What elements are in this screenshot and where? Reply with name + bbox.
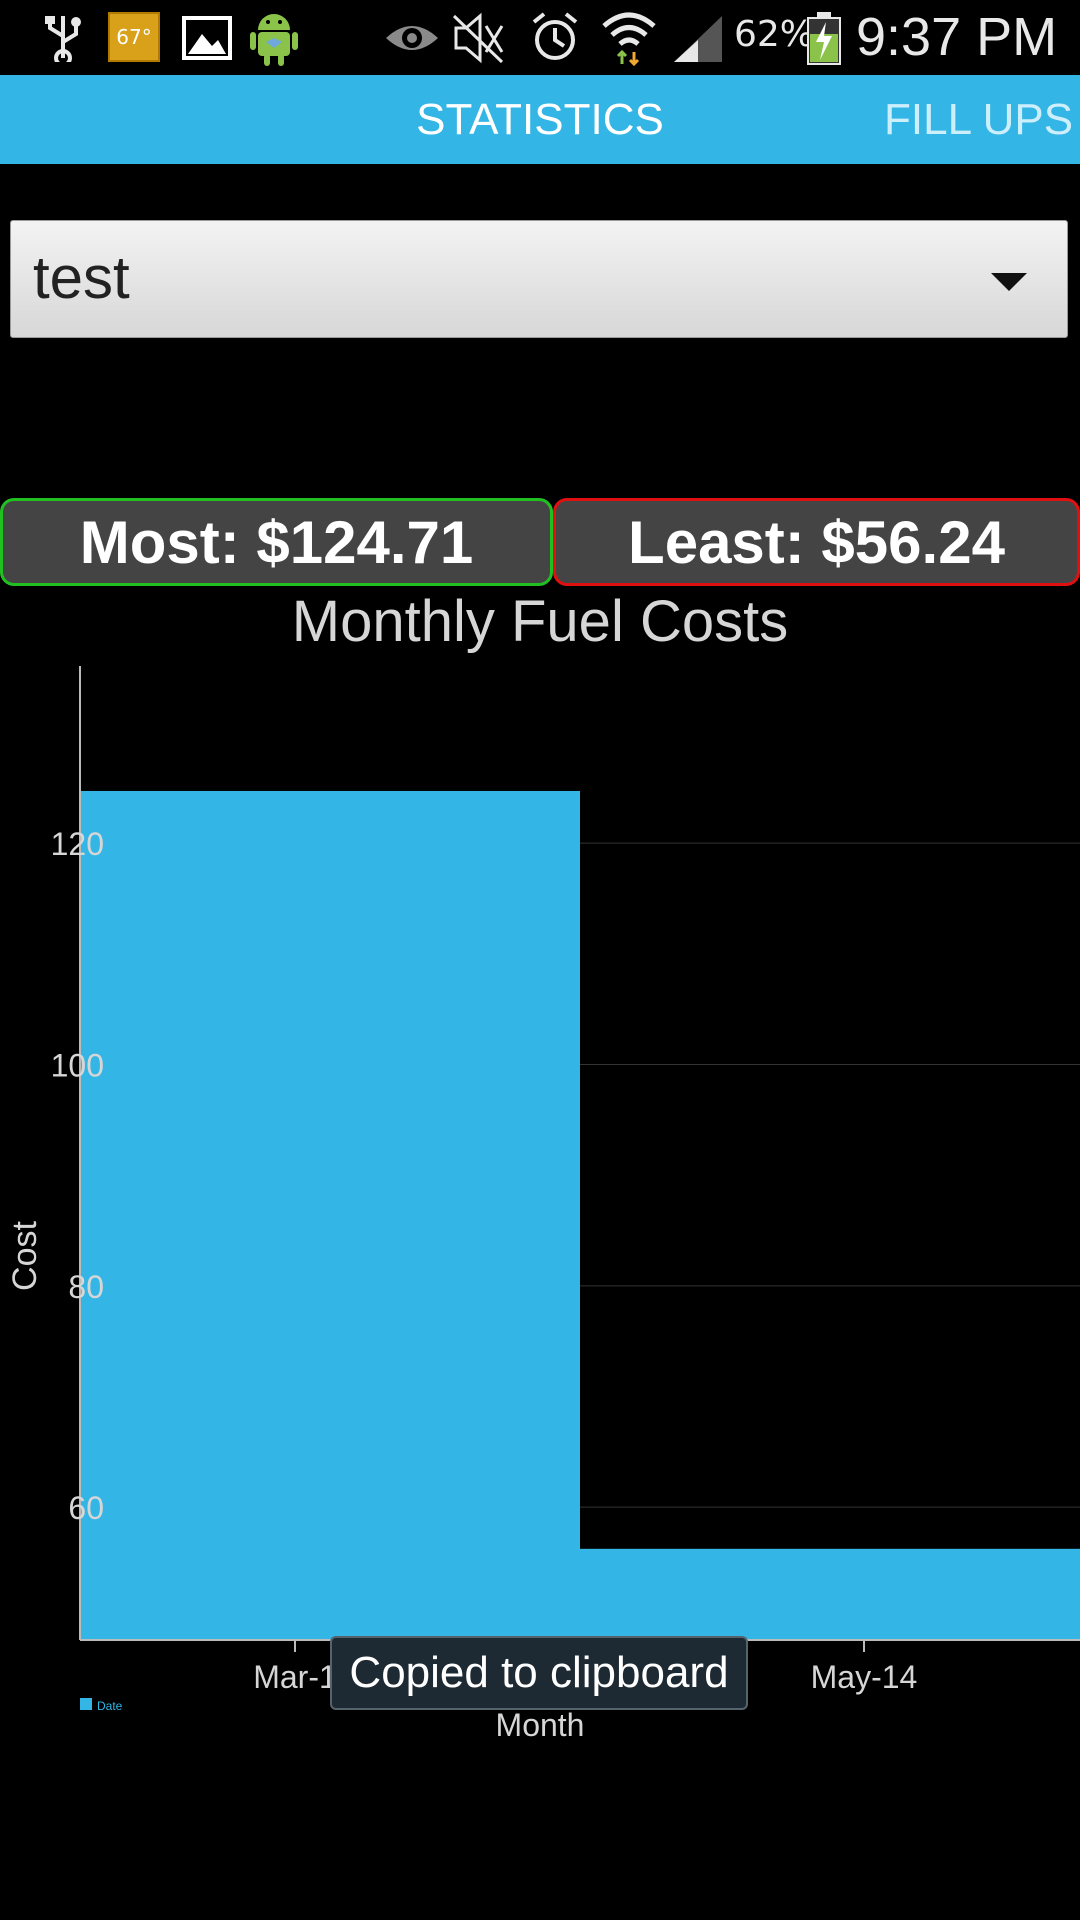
y-tick-label: 100 xyxy=(51,1047,104,1083)
chevron-down-icon xyxy=(991,273,1027,291)
status-bar: 67° xyxy=(0,0,1080,75)
eye-icon xyxy=(386,26,438,50)
tab-fill-ups[interactable]: FILL UPS xyxy=(884,94,1074,144)
signal-icon xyxy=(674,16,722,62)
vehicle-spinner[interactable]: test xyxy=(10,220,1068,338)
tab-statistics[interactable]: STATISTICS xyxy=(416,94,664,144)
y-tick-label: 120 xyxy=(51,826,104,862)
most-cost-badge: Most: $124.71 xyxy=(0,498,553,586)
y-axis-title: Cost xyxy=(6,1220,44,1290)
alarm-icon xyxy=(532,12,578,60)
x-tick-label: May-14 xyxy=(811,1659,918,1695)
vehicle-spinner-value: test xyxy=(33,244,130,311)
image-icon xyxy=(182,16,232,60)
usb-icon xyxy=(45,16,81,62)
weather-temp-badge: 67° xyxy=(108,12,160,62)
battery-charging-icon xyxy=(807,12,841,65)
tab-bar: STATISTICS FILL UPS xyxy=(0,75,1080,164)
wifi-icon xyxy=(602,12,656,66)
y-tick-label: 60 xyxy=(68,1490,104,1526)
android-icon xyxy=(250,14,298,66)
x-axis-title: Month xyxy=(496,1707,585,1743)
y-tick-label: 80 xyxy=(68,1269,104,1305)
bar xyxy=(580,1548,1080,1640)
mute-icon xyxy=(452,12,504,64)
toast-message: Copied to clipboard xyxy=(330,1636,748,1710)
x-tick-label: Mar-1 xyxy=(253,1659,337,1695)
legend-swatch xyxy=(80,1698,92,1710)
clock: 9:37 PM xyxy=(856,7,1058,67)
bar xyxy=(80,790,580,1640)
least-cost-badge: Least: $56.24 xyxy=(553,498,1080,586)
legend-label: Date xyxy=(97,1699,123,1713)
battery-percent: 62% xyxy=(734,14,815,55)
chart-title: Monthly Fuel Costs xyxy=(291,589,789,654)
